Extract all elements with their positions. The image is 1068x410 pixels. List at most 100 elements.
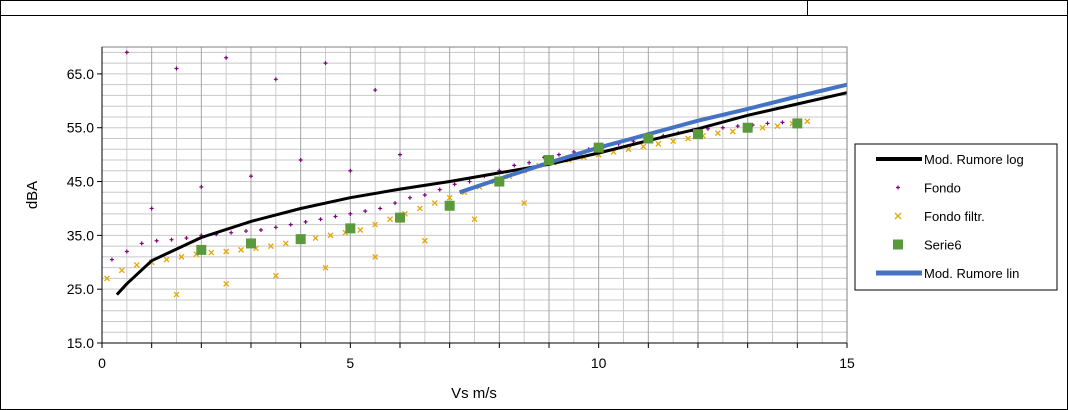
x-axis-title: Vs m/s bbox=[451, 385, 497, 402]
fondo-filtr-point bbox=[446, 194, 453, 201]
fondo-point bbox=[199, 184, 204, 189]
fondo-point bbox=[124, 50, 129, 55]
fondo-filtr-point bbox=[173, 291, 180, 298]
fondo-filtr-point bbox=[416, 205, 423, 212]
fondo-point bbox=[298, 158, 303, 163]
serie6-point bbox=[345, 223, 356, 234]
fondo-point bbox=[149, 206, 154, 211]
fondo-point bbox=[527, 160, 532, 165]
fondo-filtr-point bbox=[685, 135, 692, 142]
legend: Mod. Rumore log Fondo Fondo filtr. Serie6 Mo… bbox=[854, 143, 1058, 291]
fondo-filtr-point bbox=[655, 140, 662, 147]
fondo-filtr-point bbox=[714, 130, 721, 137]
legend-item: Serie6 bbox=[893, 238, 962, 253]
fondo-filtr-point bbox=[640, 143, 647, 150]
fondo-point bbox=[184, 236, 189, 241]
fondo-filtr-point bbox=[372, 253, 379, 260]
serie6-point bbox=[544, 155, 554, 166]
y-tick-label: 65.0 bbox=[67, 66, 94, 82]
fondo-point bbox=[323, 61, 328, 66]
y-axis: 15.0 25.0 35.0 45.0 55.0 65.0 bbox=[67, 47, 103, 351]
fondo-point bbox=[452, 182, 457, 187]
fondo-point bbox=[363, 209, 368, 214]
plot-area bbox=[101, 46, 848, 344]
legend-swatch-plus bbox=[896, 185, 900, 190]
fondo-point bbox=[224, 55, 229, 60]
legend-item: Fondo bbox=[896, 181, 961, 196]
minor-gridlines bbox=[102, 47, 847, 344]
legend-label: Fondo filtr. bbox=[924, 209, 985, 224]
x-axis: 0 5 10 15 bbox=[98, 342, 855, 371]
fondo-point bbox=[422, 193, 427, 197]
serie6-point bbox=[593, 142, 604, 153]
legend-label: Mod. Rumore log bbox=[924, 152, 1024, 167]
fondo-filtr-point bbox=[223, 280, 230, 287]
fondo-point bbox=[288, 222, 293, 227]
serie6-point bbox=[395, 212, 405, 223]
serie6-point bbox=[196, 244, 207, 255]
fondo-point bbox=[139, 241, 144, 246]
y-tick-label: 45.0 bbox=[67, 174, 94, 190]
fondo-point bbox=[318, 217, 323, 222]
serie6-point bbox=[742, 122, 753, 133]
fondo-point bbox=[124, 249, 129, 254]
fondo-point bbox=[373, 88, 378, 93]
legend-item: Mod. Rumore log bbox=[876, 152, 1024, 167]
legend-item: Mod. Rumore lin bbox=[876, 266, 1019, 281]
serie6-point bbox=[643, 133, 654, 144]
fondo-filtr-point bbox=[223, 248, 230, 255]
legend-box bbox=[854, 143, 1058, 291]
fondo-point bbox=[378, 206, 383, 211]
fondo-filtr-point bbox=[312, 235, 319, 242]
fondo-point bbox=[273, 77, 278, 82]
y-tick-label: 25.0 bbox=[67, 281, 94, 297]
fondo-point bbox=[169, 237, 174, 242]
fondo-point bbox=[398, 152, 402, 157]
fondo-filtr-point bbox=[327, 232, 334, 239]
x-tick-label: 0 bbox=[98, 355, 106, 371]
fondo-point bbox=[407, 195, 412, 200]
fondo-filtr-point bbox=[521, 200, 528, 207]
fondo-filtr-point bbox=[118, 267, 125, 274]
legend-label: Fondo bbox=[924, 181, 961, 196]
fondo-point bbox=[303, 219, 308, 224]
legend-label: Serie6 bbox=[924, 238, 962, 253]
fondo-point bbox=[229, 230, 234, 235]
fondo-filtr-point bbox=[670, 138, 677, 145]
serie6-point bbox=[246, 238, 256, 249]
fondo-point bbox=[765, 121, 770, 126]
serie6-point bbox=[444, 200, 455, 211]
fondo-filtr-point bbox=[471, 216, 478, 223]
fondo-filtr-point bbox=[282, 240, 289, 247]
fondo-point bbox=[273, 225, 278, 230]
fondo-point bbox=[720, 125, 725, 130]
legend-swatch-square bbox=[893, 239, 903, 250]
fondo-filtr-point bbox=[357, 227, 364, 233]
legend-swatch-x bbox=[894, 212, 902, 220]
fondo-point bbox=[512, 163, 517, 168]
fondo-point bbox=[244, 229, 249, 234]
fondo-filtr-point bbox=[804, 118, 811, 125]
x-tick-label: 10 bbox=[591, 355, 607, 371]
y-axis-title: dBA bbox=[24, 181, 41, 209]
x-tick-label: 15 bbox=[839, 355, 855, 371]
fondo-point bbox=[333, 214, 338, 219]
fondo-filtr-point bbox=[729, 128, 736, 135]
fondo-filtr-point bbox=[625, 146, 632, 153]
legend-label: Mod. Rumore lin bbox=[924, 266, 1019, 281]
serie6-point bbox=[693, 129, 703, 140]
fondo-point bbox=[393, 201, 398, 206]
fondo-filtr-point bbox=[387, 216, 394, 223]
fondo-point bbox=[348, 168, 353, 173]
fondo-filtr-point bbox=[238, 246, 245, 253]
fondo-point bbox=[249, 174, 253, 179]
serie6-point bbox=[295, 234, 306, 245]
fondo-filtr-point bbox=[272, 272, 279, 279]
fondo-filtr-point bbox=[759, 124, 766, 131]
fondo-point bbox=[154, 238, 159, 243]
fondo-filtr-point bbox=[372, 221, 379, 228]
fondo-filtr-point bbox=[431, 200, 438, 207]
fondo-point bbox=[109, 257, 114, 262]
fondo-point bbox=[467, 179, 472, 184]
